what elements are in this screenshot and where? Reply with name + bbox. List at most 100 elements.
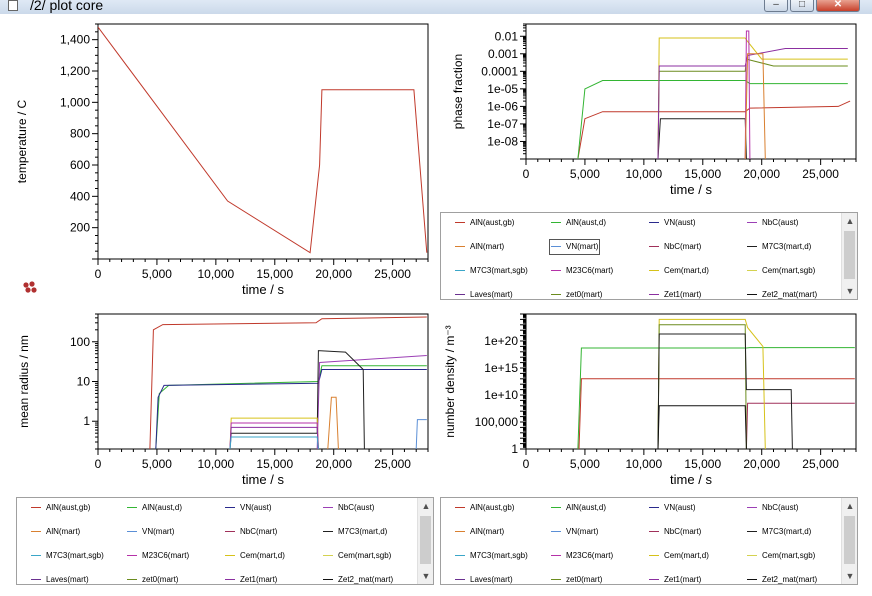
legend-label: M23C6(mart) xyxy=(566,551,614,560)
legend-entry[interactable]: Laves(mart) xyxy=(31,574,89,586)
legend-entry[interactable]: M23C6(mart) xyxy=(551,550,613,562)
legend-entry[interactable]: Cem(mart,sgb) xyxy=(747,265,815,277)
series-line xyxy=(149,316,427,449)
legend-swatch xyxy=(551,246,561,248)
legend-entry[interactable]: AlN(aust,d) xyxy=(551,502,606,514)
legend-entry[interactable]: Laves(mart) xyxy=(455,574,513,586)
legend-swatch xyxy=(455,246,465,248)
y-tick-label: 600 xyxy=(70,158,90,172)
mean-radius-chart[interactable]: 0 5,000 10,000 15,000 20,000 25,000 time / s 1 1… xyxy=(6,304,436,504)
legend-label: AlN(aust,d) xyxy=(566,503,607,512)
scroll-thumb[interactable] xyxy=(420,516,431,564)
legend-entry[interactable]: Zet2_mat(mart) xyxy=(323,574,393,586)
molecule-icon[interactable] xyxy=(22,281,38,295)
legend-entry[interactable]: M7C3(mart,d) xyxy=(747,241,811,253)
legend-entry[interactable]: VN(mart) xyxy=(127,526,174,538)
legend-entry[interactable]: Zet1(mart) xyxy=(225,574,277,586)
legend-panel-bottom-right[interactable]: ▲ ▼ AlN(aust,gb) AlN(aust,d) VN(aust) NbC(a… xyxy=(440,497,858,585)
legend-entry[interactable]: M23C6(mart) xyxy=(127,550,189,562)
legend-scrollbar[interactable]: ▲ ▼ xyxy=(841,213,857,299)
legend-entry[interactable]: AlN(aust,d) xyxy=(551,217,606,229)
legend-swatch xyxy=(649,270,659,272)
legend-entry[interactable]: Zet2_mat(mart) xyxy=(747,289,817,301)
legend-label: AlN(aust,gb) xyxy=(46,503,91,512)
legend-entry[interactable]: M7C3(mart,sgb) xyxy=(31,550,104,562)
legend-entry[interactable]: zet0(mart) xyxy=(551,289,602,301)
phase-fraction-chart[interactable]: 0 5,000 10,000 15,000 20,000 25,000 time / s 1e… xyxy=(436,14,866,214)
legend-entry[interactable]: zet0(mart) xyxy=(551,574,602,586)
y-tick-label: 1,400 xyxy=(60,33,90,47)
legend-entry[interactable]: Cem(mart,d) xyxy=(649,550,709,562)
legend-panel-bottom-left[interactable]: ▲ ▼ AlN(aust,gb) AlN(aust,d) VN(aust) NbC(a… xyxy=(16,497,434,585)
legend-scrollbar[interactable]: ▲ ▼ xyxy=(841,498,857,584)
number-density-chart[interactable]: 0 5,000 10,000 15,000 20,000 25,000 time / s 1 1… xyxy=(436,304,866,504)
legend-label: Cem(mart,sgb) xyxy=(338,551,392,560)
legend-entry[interactable]: AlN(aust,gb) xyxy=(455,217,514,229)
plot-area xyxy=(97,23,429,260)
scroll-thumb[interactable] xyxy=(844,516,855,564)
scroll-thumb[interactable] xyxy=(844,231,855,279)
legend-entry[interactable]: AlN(mart) xyxy=(31,526,80,538)
legend-panel-upper-right[interactable]: ▲ ▼ AlN(aust,gb) AlN(aust,d) VN(aust) NbC(a… xyxy=(440,212,858,300)
scroll-up-arrow[interactable]: ▲ xyxy=(845,216,855,226)
minimize-button[interactable]: – xyxy=(764,0,788,12)
legend-entry[interactable]: NbC(aust) xyxy=(323,502,374,514)
legend-label: Zet1(mart) xyxy=(240,575,278,584)
legend-entry[interactable]: NbC(aust) xyxy=(747,217,798,229)
scroll-down-arrow[interactable]: ▼ xyxy=(845,571,855,581)
legend-entry[interactable]: NbC(mart) xyxy=(649,241,701,253)
legend-entry[interactable]: M7C3(mart,d) xyxy=(323,526,387,538)
legend-entry[interactable]: VN(mart) xyxy=(551,526,598,538)
legend-entry[interactable]: Cem(mart,sgb) xyxy=(747,550,815,562)
legend-entry[interactable]: AlN(mart) xyxy=(455,526,504,538)
maximize-button[interactable]: □ xyxy=(790,0,814,12)
legend-entry[interactable]: VN(aust) xyxy=(649,217,696,229)
scroll-up-arrow[interactable]: ▲ xyxy=(421,501,431,511)
legend-entry[interactable]: Zet1(mart) xyxy=(649,289,701,301)
legend-swatch xyxy=(455,222,465,224)
x-tick-label: 20,000 xyxy=(743,457,780,471)
scroll-down-arrow[interactable]: ▼ xyxy=(845,286,855,296)
legend-entry[interactable]: NbC(aust) xyxy=(747,502,798,514)
legend-entry[interactable]: Cem(mart,d) xyxy=(225,550,285,562)
legend-swatch xyxy=(31,555,41,557)
legend-label: Zet1(mart) xyxy=(664,575,702,584)
legend-entry[interactable]: M7C3(mart,d) xyxy=(747,526,811,538)
legend-label: Laves(mart) xyxy=(470,575,513,584)
legend-entry[interactable]: NbC(mart) xyxy=(649,526,701,538)
legend-entry[interactable]: AlN(mart) xyxy=(455,241,504,253)
legend-swatch xyxy=(551,270,561,272)
legend-swatch xyxy=(225,531,235,533)
temperature-chart[interactable]: 0 5,000 10,000 15,000 20,000 25,000 time / s 20… xyxy=(6,14,436,304)
y-tick-label: 1e-06 xyxy=(487,99,518,113)
legend-entry[interactable]: Cem(mart,sgb) xyxy=(323,550,391,562)
legend-label: Cem(mart,d) xyxy=(664,551,709,560)
legend-entry[interactable]: AlN(aust,d) xyxy=(127,502,182,514)
legend-label: VN(aust) xyxy=(240,503,272,512)
legend-entry[interactable]: AlN(aust,gb) xyxy=(31,502,90,514)
legend-entry[interactable]: Laves(mart) xyxy=(455,289,513,301)
legend-entry[interactable]: M23C6(mart) xyxy=(551,265,613,277)
legend-swatch xyxy=(31,579,41,581)
scroll-down-arrow[interactable]: ▼ xyxy=(421,571,431,581)
legend-entry[interactable]: AlN(aust,gb) xyxy=(455,502,514,514)
series-line xyxy=(415,419,427,449)
legend-entry[interactable]: Zet1(mart) xyxy=(649,574,701,586)
legend-entry[interactable]: VN(aust) xyxy=(649,502,696,514)
legend-swatch xyxy=(649,579,659,581)
close-button[interactable]: ✕ xyxy=(816,0,860,12)
legend-entry[interactable]: M7C3(mart,sgb) xyxy=(455,550,528,562)
scroll-up-arrow[interactable]: ▲ xyxy=(845,501,855,511)
legend-entry[interactable]: M7C3(mart,sgb) xyxy=(455,265,528,277)
legend-scrollbar[interactable]: ▲ ▼ xyxy=(417,498,433,584)
legend-entry[interactable]: zet0(mart) xyxy=(127,574,178,586)
legend-label: M7C3(mart,sgb) xyxy=(470,551,528,560)
legend-entry[interactable]: Cem(mart,d) xyxy=(649,265,709,277)
legend-entry[interactable]: Zet2_mat(mart) xyxy=(747,574,817,586)
legend-label: M7C3(mart,sgb) xyxy=(470,266,528,275)
legend-label: NbC(mart) xyxy=(240,527,278,536)
legend-entry[interactable]: VN(mart) xyxy=(548,239,601,255)
window-title-bar[interactable]: /2/ plot core – □ ✕ xyxy=(0,0,872,14)
legend-entry[interactable]: VN(aust) xyxy=(225,502,272,514)
legend-entry[interactable]: NbC(mart) xyxy=(225,526,277,538)
